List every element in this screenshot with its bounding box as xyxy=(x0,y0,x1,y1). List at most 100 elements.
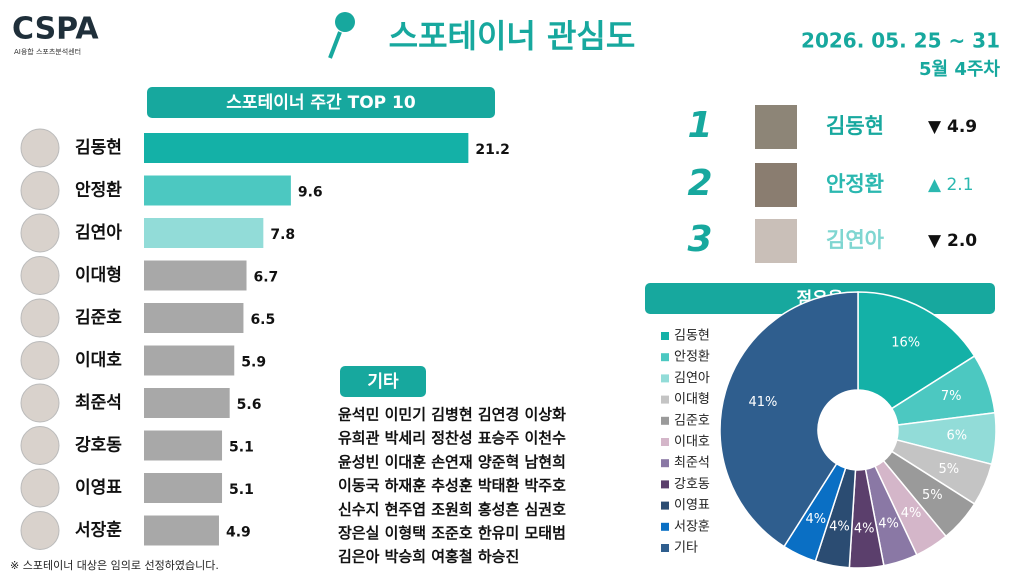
value-label: 5.1 xyxy=(229,482,254,498)
bar xyxy=(144,303,244,333)
logo: CSPA xyxy=(12,12,99,47)
legend-label: 강호동 xyxy=(674,477,710,492)
category-label: 최준석 xyxy=(75,393,122,413)
legend-label: 김준호 xyxy=(674,413,710,428)
legend-swatch xyxy=(661,501,669,510)
rank: 2 xyxy=(687,163,712,204)
legend-label: 기타 xyxy=(674,541,698,556)
slice-label: 16% xyxy=(891,336,920,351)
ball-icon xyxy=(335,12,355,32)
legend-label: 이대형 xyxy=(674,392,710,407)
photo xyxy=(755,105,797,149)
legend-swatch xyxy=(661,438,669,446)
value-label: 4.9 xyxy=(226,525,251,541)
photo xyxy=(20,468,60,508)
photo xyxy=(20,341,60,380)
category-label: 김준호 xyxy=(75,308,122,328)
legend-swatch xyxy=(661,395,669,404)
others-line: 유희관 박세리 정찬성 표승주 이천수 xyxy=(338,429,566,447)
bar xyxy=(144,515,219,546)
bar xyxy=(144,133,469,163)
others-line: 신수지 현주엽 조원희 홍성흔 심권호 xyxy=(338,500,566,518)
rank-name: 김동현 xyxy=(826,114,884,138)
slice-label: 4% xyxy=(901,506,922,521)
footnote: ※ 스포테이너 대상은 임의로 선정하였습니다. xyxy=(10,558,219,572)
others-line: 장은실 이형택 조준호 한유미 모태범 xyxy=(338,524,566,542)
slice-label: 4% xyxy=(829,520,850,535)
bar xyxy=(144,260,247,291)
others-line: 윤석민 이민기 김병현 김연경 이상화 xyxy=(338,406,566,424)
slice-label: 4% xyxy=(806,512,827,527)
bar xyxy=(144,388,230,418)
value-label: 7.8 xyxy=(270,227,295,243)
bar xyxy=(144,218,264,248)
legend-swatch xyxy=(661,544,669,552)
value-label: 5.1 xyxy=(229,440,254,456)
bar xyxy=(144,175,291,206)
legend-swatch xyxy=(661,353,669,362)
rank: 3 xyxy=(687,219,712,260)
others-line: 김은아 박승희 여홍철 하승진 xyxy=(338,548,519,566)
category-label: 강호동 xyxy=(75,436,122,456)
photo xyxy=(20,511,60,550)
photo xyxy=(20,171,60,210)
value-label: 6.5 xyxy=(250,312,275,328)
slice-label: 4% xyxy=(878,517,899,532)
value-label: 9.6 xyxy=(298,185,323,201)
category-label: 안정환 xyxy=(75,181,122,201)
legend-swatch xyxy=(661,416,669,425)
legend-label: 서장훈 xyxy=(674,519,710,534)
category-label: 김동현 xyxy=(75,138,122,158)
bar-title-banner xyxy=(147,87,495,118)
bar-title: 스포테이너 주간 TOP 10 xyxy=(226,93,416,113)
rank-change: ▼ 2.0 xyxy=(928,231,977,251)
slice-label: 41% xyxy=(748,395,777,410)
photo xyxy=(755,219,797,263)
rank-change: ▲ 2.1 xyxy=(928,175,974,195)
legend-label: 김동현 xyxy=(674,329,710,344)
rank-change: ▼ 4.9 xyxy=(928,117,977,137)
date: 2026. 05. 25 ~ 31 xyxy=(801,29,1000,53)
slice-label: 7% xyxy=(941,389,962,404)
rank-name: 김연아 xyxy=(826,228,885,252)
photo xyxy=(755,163,797,207)
legend-swatch xyxy=(661,459,669,468)
bar xyxy=(144,473,223,503)
title: 스포테이너 관심도 xyxy=(389,17,636,55)
legend-label: 김연아 xyxy=(674,371,710,386)
legend-label: 최준석 xyxy=(674,456,710,471)
legend-label: 이대호 xyxy=(674,435,710,450)
legend-swatch xyxy=(661,332,669,340)
logo-sub: AI융합 스포츠분석센터 xyxy=(14,47,81,56)
value-label: 21.2 xyxy=(475,142,510,158)
bar xyxy=(144,430,223,461)
legend-label: 안정환 xyxy=(674,350,710,365)
others-line: 윤성빈 이대훈 손연재 양준혁 남현희 xyxy=(338,453,566,471)
week: 5월 4주차 xyxy=(919,59,1000,80)
others-title: 기타 xyxy=(367,372,399,392)
pie-slice xyxy=(857,291,976,410)
ranking: 1 김동현 ▼ 4.9 2 안정환 ▲ 2.1 3 김연아 ▼ 2.0 xyxy=(687,105,977,263)
mic-icon xyxy=(328,31,342,59)
legend-label: 이영표 xyxy=(674,498,710,513)
photo xyxy=(20,256,60,295)
category-label: 이대형 xyxy=(75,265,122,286)
slice-label: 4% xyxy=(854,521,875,536)
category-label: 김연아 xyxy=(75,223,122,243)
legend-swatch xyxy=(661,480,669,489)
legend-swatch xyxy=(661,522,669,531)
pie-slice xyxy=(719,291,859,548)
slice-label: 5% xyxy=(939,462,960,477)
photo xyxy=(20,383,60,423)
photo xyxy=(20,426,60,465)
bar xyxy=(144,345,235,376)
slice-label: 5% xyxy=(922,488,943,503)
photo xyxy=(20,213,60,253)
rank-name: 안정환 xyxy=(826,172,884,196)
category-label: 이대호 xyxy=(75,351,122,371)
rank: 1 xyxy=(687,105,712,146)
value-label: 6.7 xyxy=(254,270,279,286)
slice-label: 6% xyxy=(946,429,967,444)
value-label: 5.6 xyxy=(237,397,262,413)
